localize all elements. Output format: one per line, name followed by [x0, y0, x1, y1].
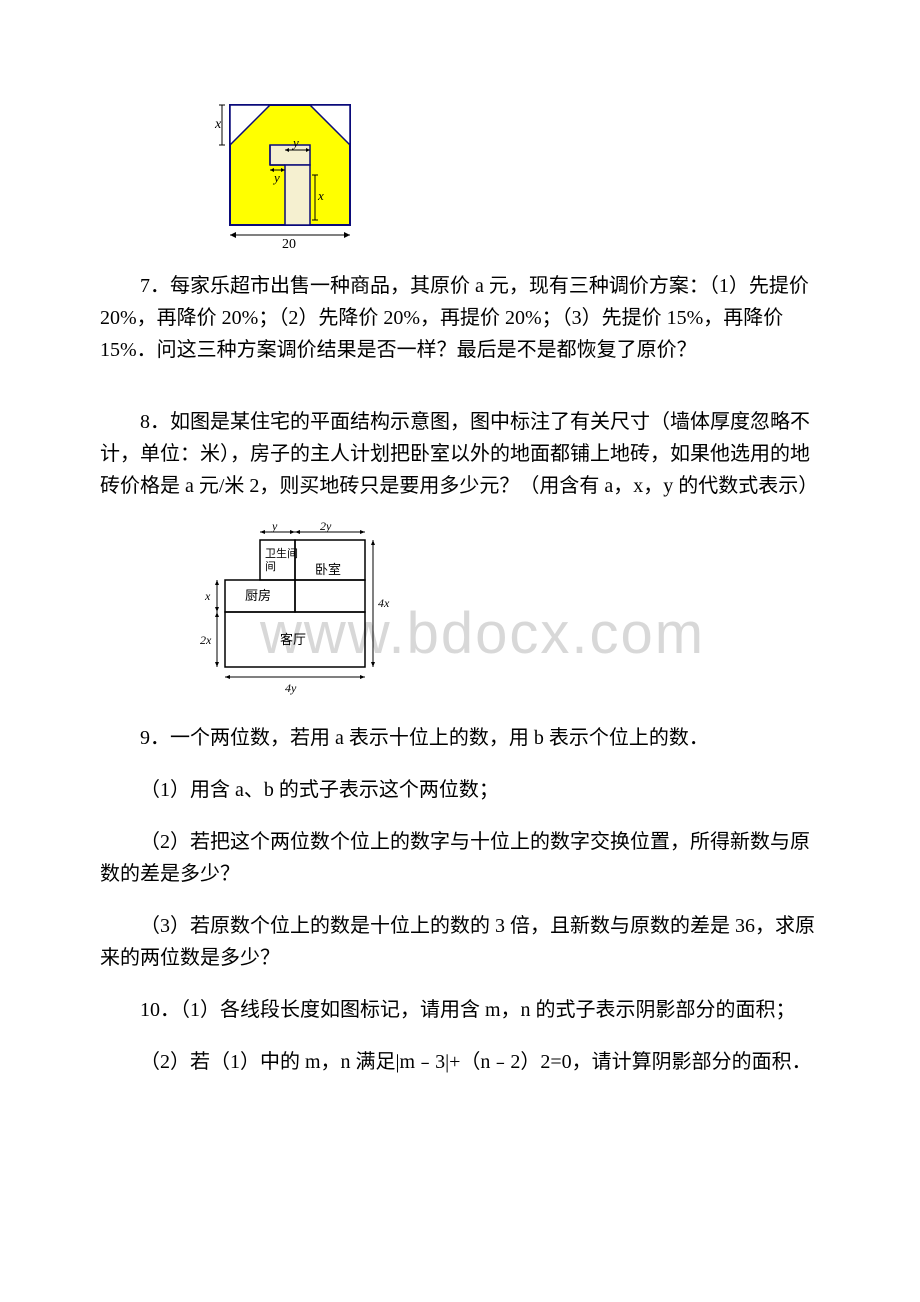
fig2-2x: 2x	[200, 633, 212, 647]
figure-2-svg: y 2y 卫生间 间 卧室 厨房 客厅 x 2x 4x	[200, 522, 410, 702]
fig2-x: x	[204, 589, 211, 603]
question-9-2: （2）若把这个两位数个位上的数字与十位上的数字交换位置，所得新数与原数的差是多少…	[100, 826, 820, 890]
fig1-x-left: x	[214, 117, 222, 132]
question-8: 8．如图是某住宅的平面结构示意图，图中标注了有关尺寸（墙体厚度忽略不计，单位：米…	[100, 406, 820, 502]
question-9-3: （3）若原数个位上的数是十位上的数的 3 倍，且新数与原数的差是 36，求原来的…	[100, 910, 820, 974]
fig2-kitchen: 厨房	[245, 588, 271, 603]
question-10-2: （2）若（1）中的 m，n 满足|m﹣3|+（n﹣2）2=0，请计算阴影部分的面…	[100, 1046, 820, 1078]
fig2-living: 客厅	[280, 632, 306, 647]
question-9: 9．一个两位数，若用 a 表示十位上的数，用 b 表示个位上的数．	[100, 722, 820, 754]
fig2-bedroom: 卧室	[315, 562, 341, 577]
figure-2: y 2y 卫生间 间 卧室 厨房 客厅 x 2x 4x	[200, 522, 820, 702]
figure-1: x y y x 20	[200, 100, 820, 250]
figure-1-svg: x y y x 20	[200, 100, 370, 250]
fig2-4y: 4y	[285, 681, 297, 695]
fig1-y-mid: y	[291, 135, 299, 150]
fig2-wc: 卫生间	[265, 546, 298, 560]
question-10: 10．（1）各线段长度如图标记，请用含 m，n 的式子表示阴影部分的面积；	[100, 994, 820, 1026]
fig1-base: 20	[282, 237, 296, 250]
fig2-4x: 4x	[378, 596, 390, 610]
fig1-x-right: x	[317, 188, 324, 203]
page-content: x y y x 20 7．每家乐超市出售一种商品，其原价 a 元	[100, 100, 820, 1078]
question-9-1: （1）用含 a、b 的式子表示这个两位数；	[100, 774, 820, 806]
question-7: 7．每家乐超市出售一种商品，其原价 a 元，现有三种调价方案：（1）先提价 20…	[100, 270, 820, 366]
fig2-y: y	[271, 522, 278, 533]
fig1-y-left: y	[272, 170, 280, 185]
svg-text:间: 间	[265, 560, 276, 573]
fig2-2y: 2y	[320, 522, 332, 533]
